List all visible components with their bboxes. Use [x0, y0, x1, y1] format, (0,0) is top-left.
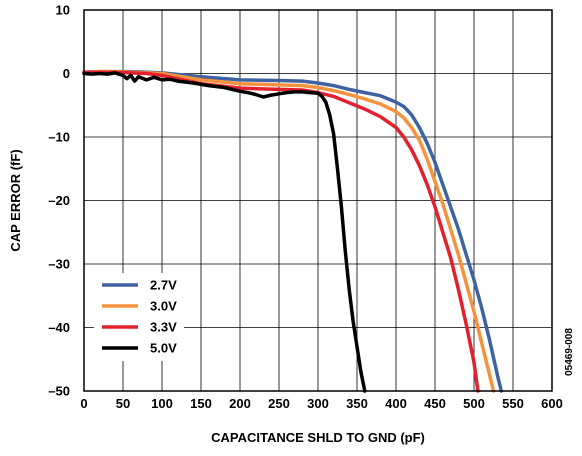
- x-tick-label: 150: [190, 396, 212, 411]
- series-line-5-0V: [82, 71, 367, 393]
- y-tick-label: 10: [56, 3, 70, 18]
- x-tick-label: 450: [424, 396, 446, 411]
- tick-labels: 0 50 100 150 200 250 300 350 400 450 500 550 600100–…: [48, 3, 563, 412]
- y-tick-label: –30: [48, 257, 70, 272]
- figure-id-note: 05469-008: [564, 328, 575, 376]
- y-tick-label: –50: [48, 384, 70, 399]
- legend: 2.7V 3.0V 3.3V 5.0V: [94, 273, 184, 361]
- x-axis-label: CAPACITANCE SHLD TO GND (pF): [211, 430, 425, 445]
- x-tick-label: 500: [463, 396, 485, 411]
- y-tick-label: –10: [48, 130, 70, 145]
- series-lines: [82, 69, 504, 393]
- x-tick-label: 350: [346, 396, 368, 411]
- x-tick-label: 550: [502, 396, 524, 411]
- x-tick-label: 250: [268, 396, 290, 411]
- legend-label: 3.0V: [150, 299, 177, 314]
- y-tick-label: 0: [63, 66, 70, 81]
- x-tick-label: 600: [541, 396, 563, 411]
- x-tick-label: 0: [80, 396, 87, 411]
- y-tick-label: –40: [48, 320, 70, 335]
- x-tick-label: 400: [385, 396, 407, 411]
- x-tick-label: 300: [307, 396, 329, 411]
- legend-label: 3.3V: [150, 320, 177, 335]
- x-tick-label: 50: [116, 396, 130, 411]
- y-axis-label: CAP ERROR (fF): [8, 149, 23, 251]
- x-tick-label: 200: [229, 396, 251, 411]
- legend-label: 2.7V: [150, 278, 177, 293]
- legend-label: 5.0V: [150, 341, 177, 356]
- plot-frame: [83, 9, 553, 392]
- y-tick-label: –20: [48, 193, 70, 208]
- x-tick-label: 100: [151, 396, 173, 411]
- series-line-3-3V: [82, 70, 480, 393]
